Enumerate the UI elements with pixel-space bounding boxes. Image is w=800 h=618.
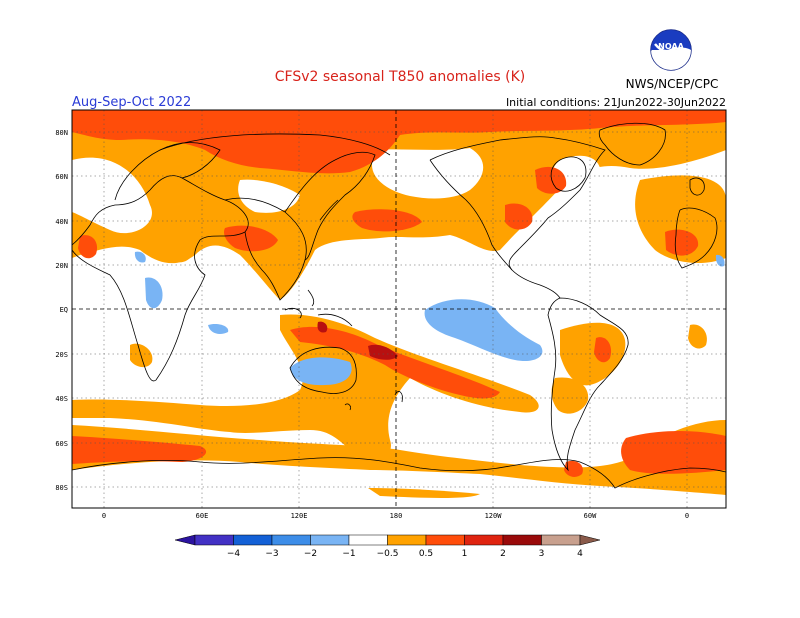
legend-label: 3 xyxy=(539,549,545,559)
initial-conditions-label: Initial conditions: 21Jun2022-30Jun2022 xyxy=(506,96,726,109)
legend-arrow-high xyxy=(579,534,601,546)
lat-label: EQ xyxy=(60,306,68,314)
coastlines xyxy=(72,122,726,489)
map-frame xyxy=(71,109,727,509)
lon-label: 120W xyxy=(485,512,503,520)
legend-swatch xyxy=(233,534,273,546)
lat-label: 40N xyxy=(55,218,68,226)
legend-label: 2 xyxy=(500,549,506,559)
legend-arrow-low xyxy=(174,534,196,546)
legend-label: −0.5 xyxy=(377,549,399,559)
lat-label: 60S xyxy=(55,440,68,448)
legend-label: 4 xyxy=(577,549,583,559)
legend-swatch xyxy=(194,534,234,546)
map-title: CFSv2 seasonal T850 anomalies (K) xyxy=(275,69,525,85)
legend-swatch xyxy=(464,534,504,546)
lat-label: 60N xyxy=(55,173,68,181)
latitude-labels: 80N 60N 40N 20N EQ 20S 40S 60S 80S xyxy=(55,129,68,492)
legend-label: −4 xyxy=(227,549,241,559)
legend-label: 0.5 xyxy=(419,549,433,559)
legend-swatch xyxy=(348,534,388,546)
lat-label: 80S xyxy=(55,484,68,492)
legend-label: 1 xyxy=(462,549,468,559)
strong-warm-anomaly-layer xyxy=(317,321,398,360)
legend-swatch xyxy=(387,534,427,546)
lon-label: 0 xyxy=(102,512,106,520)
lon-label: 120E xyxy=(291,512,308,520)
lon-label: 180 xyxy=(390,512,403,520)
lat-label: 20S xyxy=(55,351,68,359)
lat-label: 20N xyxy=(55,262,68,270)
lat-label: 40S xyxy=(55,395,68,403)
color-legend: −4 −3 −2 −1 −0.5 0.5 1 2 3 4 xyxy=(174,534,601,559)
organization-label: NWS/NCEP/CPC xyxy=(626,77,719,91)
lon-label: 60W xyxy=(584,512,597,520)
legend-swatch xyxy=(425,534,465,546)
legend-label: −3 xyxy=(265,549,278,559)
weak-cool-anomaly-layer xyxy=(134,251,725,386)
noaa-logo: NOAA xyxy=(650,29,692,71)
map-reference-lines xyxy=(72,110,726,508)
lat-label: 80N xyxy=(55,129,68,137)
legend-swatch xyxy=(271,534,311,546)
map-area xyxy=(72,110,726,508)
noaa-logo-text: NOAA xyxy=(658,42,684,51)
legend-label: −1 xyxy=(342,549,355,559)
moderate-warm-anomaly-layer xyxy=(72,110,726,477)
legend-swatch xyxy=(541,534,581,546)
longitude-labels: 0 60E 120E 180 120W 60W 0 xyxy=(102,512,689,520)
lon-label: 60E xyxy=(196,512,209,520)
legend-swatch xyxy=(502,534,542,546)
legend-swatch xyxy=(310,534,350,546)
legend-label: −2 xyxy=(304,549,317,559)
season-label: Aug-Sep-Oct 2022 xyxy=(72,95,191,110)
lon-label: 0 xyxy=(685,512,689,520)
